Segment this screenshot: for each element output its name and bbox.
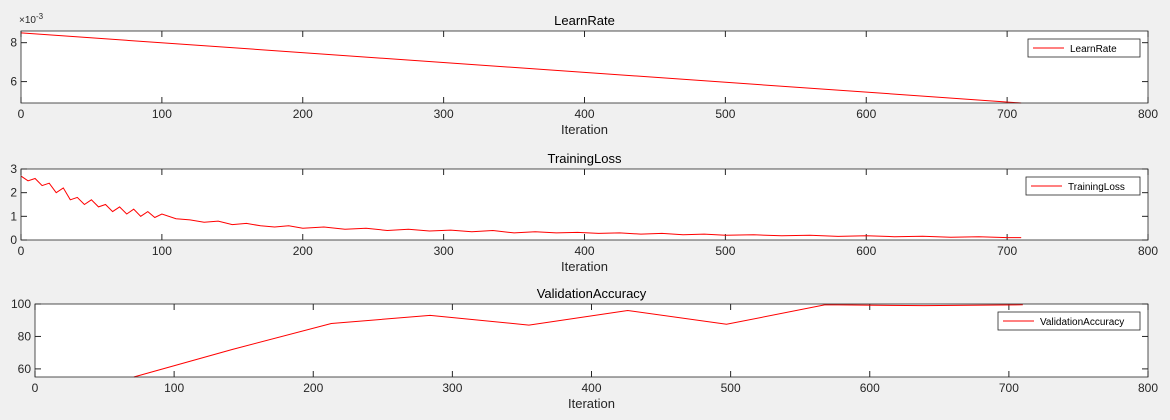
chart2-xtick-label: 800 xyxy=(1138,381,1158,395)
chart1-legend-label: TrainingLoss xyxy=(1068,182,1125,193)
chart2-xtick-label: 700 xyxy=(999,381,1019,395)
chart1-ytick-label: 0 xyxy=(10,233,17,247)
chart2-ytick-label: 100 xyxy=(11,297,31,311)
chart0-axes-frame xyxy=(20,30,1149,104)
chart2-series-line-0 xyxy=(133,304,1023,378)
chart2-xtick-label: 0 xyxy=(32,381,39,395)
chart0-xtick-label: 400 xyxy=(574,107,594,121)
chart2-xtick-label: 500 xyxy=(721,381,741,395)
chart0-exponent-label: ×10-3 xyxy=(19,12,44,26)
chart1-xtick-label: 600 xyxy=(856,244,876,258)
chart1-xtick-label: 300 xyxy=(434,244,454,258)
chart2-ytick-label: 60 xyxy=(18,362,32,376)
chart0-exponent-base: ×10 xyxy=(19,15,36,26)
chart0-title: LearnRate xyxy=(554,13,615,28)
chart1-legend-box xyxy=(1025,176,1141,196)
chart1-xlabel: Iteration xyxy=(561,259,608,274)
chart1-series-line-0 xyxy=(20,175,1022,239)
chart0-xtick-label: 300 xyxy=(434,107,454,121)
chart1-ytick-label: 3 xyxy=(10,162,17,176)
chart0-ytick-label: 8 xyxy=(10,36,17,50)
chart1-xtick-label: 500 xyxy=(715,244,735,258)
chart1-ytick-label: 2 xyxy=(10,186,17,200)
chart2-ytick-label: 80 xyxy=(18,329,32,343)
chart1-xtick-label: 800 xyxy=(1138,244,1158,258)
chart0-xtick-label: 200 xyxy=(293,107,313,121)
chart0-legend-box xyxy=(1027,38,1141,58)
chart2-xtick-label: 100 xyxy=(164,381,184,395)
chart0-xtick-label: 700 xyxy=(997,107,1017,121)
chart1-xtick-label: 200 xyxy=(293,244,313,258)
chart2-title: ValidationAccuracy xyxy=(537,286,647,301)
chart1-xtick-label: 400 xyxy=(574,244,594,258)
chart1-xtick-label: 0 xyxy=(18,244,25,258)
chart0-xtick-label: 800 xyxy=(1138,107,1158,121)
chart1-plot-area xyxy=(21,169,1148,240)
chart0-xtick-label: 500 xyxy=(715,107,735,121)
chart0-xtick-label: 600 xyxy=(856,107,876,121)
chart1-ytick-label: 1 xyxy=(10,209,17,223)
chart2-xtick-label: 200 xyxy=(303,381,323,395)
chart2-xtick-label: 600 xyxy=(860,381,880,395)
chart0-exponent-power: -3 xyxy=(36,12,44,21)
chart1-axes-frame xyxy=(20,168,1149,241)
chart0-xtick-label: 100 xyxy=(152,107,172,121)
chart0-xlabel: Iteration xyxy=(561,122,608,137)
chart0-legend-label: LearnRate xyxy=(1070,44,1117,55)
chart2-legend-box xyxy=(997,311,1141,331)
chart2-xtick-label: 400 xyxy=(581,381,601,395)
chart1-xtick-label: 700 xyxy=(997,244,1017,258)
chart0-xtick-label: 0 xyxy=(18,107,25,121)
chart0-series-line-0 xyxy=(20,32,1022,104)
chart0-plot-area xyxy=(21,31,1148,103)
chart1-title: TrainingLoss xyxy=(548,151,622,166)
chart2-xlabel: Iteration xyxy=(568,396,615,411)
chart2-legend-label: ValidationAccuracy xyxy=(1040,317,1124,328)
chart2-plot-area xyxy=(35,304,1148,377)
chart2-xtick-label: 300 xyxy=(442,381,462,395)
chart0-ytick-label: 6 xyxy=(10,75,17,89)
chart2-axes-frame xyxy=(34,303,1149,378)
chart1-xtick-label: 100 xyxy=(152,244,172,258)
